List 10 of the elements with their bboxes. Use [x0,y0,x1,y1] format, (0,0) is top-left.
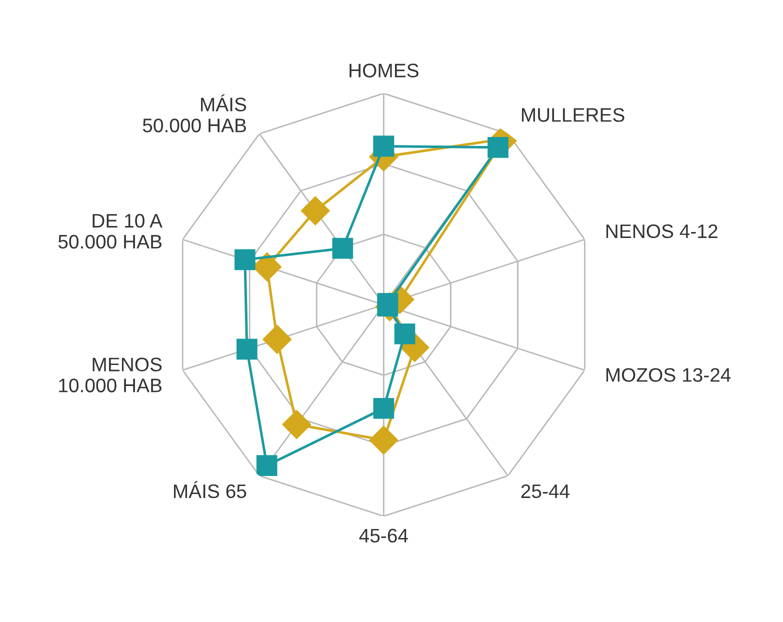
spoke-label: 45-64 [359,528,408,543]
spoke-label: 25-44 [521,484,570,498]
spoke-label: DE 10 A 50.000 HAB [58,214,162,249]
spoke-label: MÁIS 65 [174,481,246,498]
spoke-label: MULLERES [522,108,624,122]
spoke-label: MÁIS 50.000 HAB [142,94,246,132]
spoke-label: MOZOS 13-24 [606,368,731,382]
spoke-label: MENOS 10.000 HAB [59,358,162,392]
spoke-label: NENOS 4-12 [606,224,718,238]
spoke-label: HOMES [350,64,418,78]
